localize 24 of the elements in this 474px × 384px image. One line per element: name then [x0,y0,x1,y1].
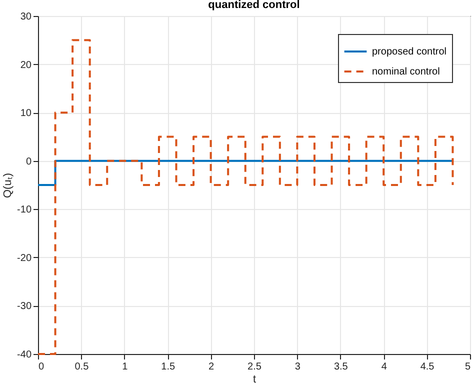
x-axis-title: t [252,374,256,384]
x-tick-label: 4.5 [420,362,435,372]
y-tick-label: -30 [17,301,32,312]
y-tick-label: 10 [20,108,32,120]
y-tick-label: -10 [17,204,32,216]
legend-label: proposed control [372,46,446,58]
y-axis-title: Q(uₜ) [2,173,14,198]
y-tick-label: 30 [20,12,32,22]
x-tick-label: 5 [464,362,471,372]
legend-label: nominal control [372,66,440,78]
y-tick-label: -20 [17,252,32,264]
x-tick-label: 3 [294,362,301,372]
x-tick-label: 0 [38,362,44,372]
x-tick-label: 2 [208,362,215,372]
chart-title: quantized control [208,0,300,11]
x-tick-label: 1.5 [161,362,176,372]
x-tick-label: 0.5 [74,362,90,372]
x-tick-label: 3.5 [334,362,348,372]
y-tick-label: 20 [20,60,32,71]
y-tick-label: 0 [26,156,32,168]
x-tick-label: 4 [381,362,388,372]
y-tick-label: -40 [17,350,32,360]
x-tick-label: 1 [122,362,128,372]
x-tick-label: 2.5 [248,362,262,372]
